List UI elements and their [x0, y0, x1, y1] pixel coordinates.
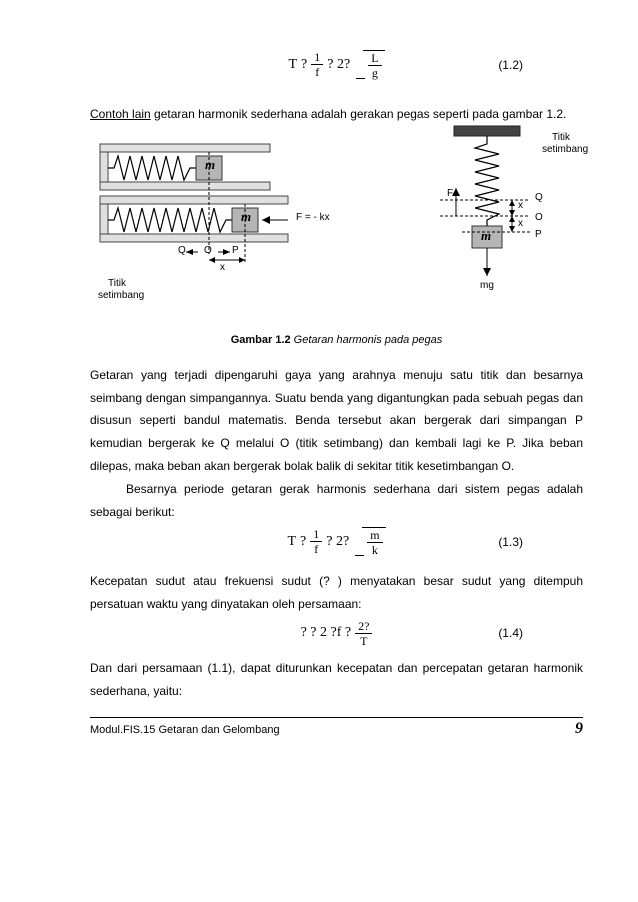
mass-label-m1: m [205, 158, 215, 173]
label-O-left: O [204, 245, 212, 257]
eq12-op1: ? [301, 57, 307, 73]
label-P-right: P [535, 229, 542, 241]
label-setimbang-right: setimbang [542, 144, 588, 156]
equation-1-3: T ? 1f ? 2? mk (1.3) [90, 527, 583, 556]
paragraph-5: Dan dari persamaan (1.1), dapat diturunk… [90, 657, 583, 703]
paragraph-4: Kecepatan sudut atau frekuensi sudut (? … [90, 570, 583, 616]
eq14-number: (1.4) [498, 626, 523, 640]
equation-1-2: T ? 1 f ? 2? L g (1.2) [90, 50, 583, 79]
label-P-left: P [232, 245, 239, 257]
label-Q-left: Q [178, 245, 186, 257]
paragraph-3: Besarnya periode getaran gerak harmonis … [90, 478, 583, 524]
label-x-left: x [220, 262, 225, 274]
mass-label-m2: m [241, 210, 251, 225]
label-F-right: F [447, 188, 453, 200]
eq12-number: (1.2) [498, 58, 523, 72]
page-footer: Modul.FIS.15 Getaran dan Gelombang 9 [90, 720, 583, 738]
label-mg: mg [480, 280, 494, 292]
para1-underline: Contoh lain [90, 107, 151, 121]
mass-label-m3: m [481, 229, 491, 244]
equation-1-4: ? ? 2 ?f ? 2?T (1.4) [90, 620, 583, 647]
eq13-number: (1.3) [498, 535, 523, 549]
label-Q-right: Q [535, 192, 543, 204]
label-titik-left: Titik [108, 278, 126, 290]
label-F-eq: F = - kx [296, 212, 330, 224]
label-x-right-2: x [518, 218, 523, 230]
eq12-op2: ? 2? [327, 57, 350, 73]
label-titik-right: Titik [552, 132, 570, 144]
eq12-frac1: 1 f [311, 51, 323, 78]
label-setimbang-left: setimbang [98, 290, 144, 302]
label-O-right: O [535, 212, 543, 224]
eq12-sqrt: L g [356, 50, 384, 79]
label-x-right-1: x [518, 200, 523, 212]
footer-module: Modul.FIS.15 Getaran dan Gelombang [90, 724, 280, 736]
eq12-lhs: T [288, 57, 297, 73]
footer-rule [90, 717, 583, 718]
figure-caption: Gambar 1.2 Getaran harmonis pada pegas [90, 334, 583, 346]
figure-1-2: m m F = - kx Q O P x Titik setimbang m F… [90, 132, 583, 322]
footer-page-number: 9 [575, 720, 583, 738]
paragraph-2: Getaran yang terjadi dipengaruhi gaya ya… [90, 364, 583, 478]
